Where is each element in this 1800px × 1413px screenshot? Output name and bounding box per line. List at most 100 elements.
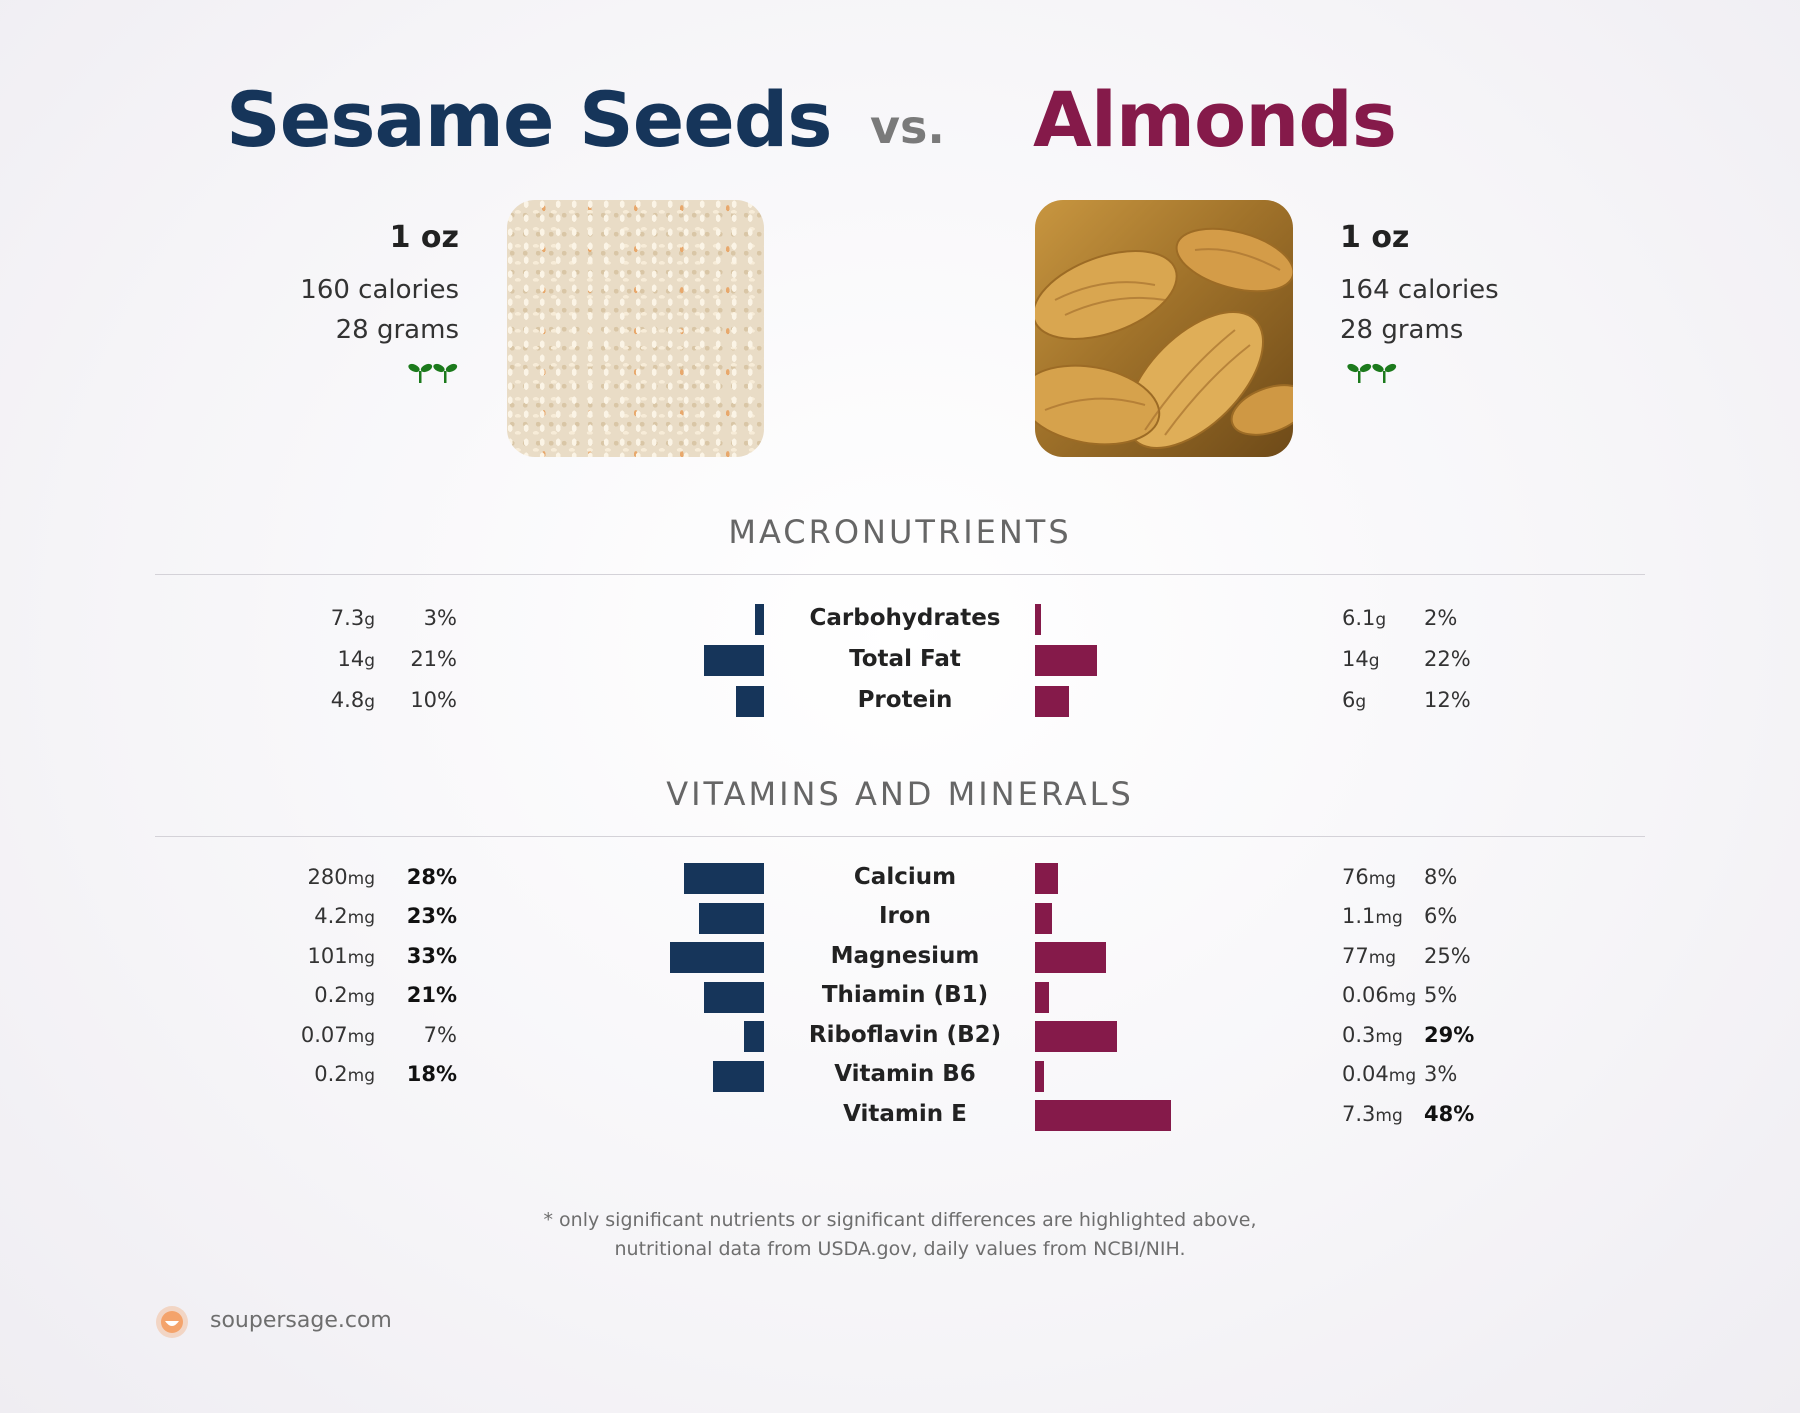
left-daily-value: 3% bbox=[423, 605, 457, 630]
right-amount: 6g bbox=[1342, 688, 1366, 712]
nutrient-label: Thiamin (B1) bbox=[821, 982, 989, 1008]
amount-value: 6 bbox=[1342, 687, 1356, 712]
nutrient-label: Vitamin E bbox=[843, 1100, 967, 1127]
macros-divider bbox=[155, 574, 1645, 575]
almonds-photo bbox=[1035, 200, 1293, 457]
amount-value: 77 bbox=[1342, 943, 1369, 968]
right-bar bbox=[1035, 686, 1070, 717]
right-serving: 1 oz bbox=[1340, 220, 1410, 255]
sprouts-icon bbox=[1347, 360, 1399, 388]
left-bar bbox=[670, 942, 764, 973]
right-amount: 14g bbox=[1342, 647, 1380, 671]
right-bar bbox=[1035, 1021, 1118, 1052]
left-daily-value: 21% bbox=[406, 983, 457, 1007]
right-bar bbox=[1035, 604, 1041, 635]
amount-unit: mg bbox=[347, 868, 375, 889]
left-amount: 4.8g bbox=[331, 688, 375, 712]
left-amount: 101mg bbox=[308, 944, 375, 968]
nutrient-label: Magnesium bbox=[830, 942, 980, 969]
amount-value: 101 bbox=[307, 943, 348, 968]
left-amount: 0.2mg bbox=[314, 1062, 375, 1086]
left-amount: 4.2mg bbox=[314, 904, 375, 928]
right-daily-value: 8% bbox=[1424, 864, 1458, 889]
right-amount: 76mg bbox=[1342, 865, 1396, 889]
nutrient-label: Protein bbox=[857, 686, 953, 713]
amount-value: 0.3 bbox=[1342, 1022, 1376, 1047]
amount-value: 7.3 bbox=[330, 605, 365, 630]
left-calories: 160 calories bbox=[300, 275, 459, 305]
amount-value: 6.1 bbox=[1342, 605, 1376, 630]
nutrient-label: Vitamin B6 bbox=[834, 1061, 976, 1087]
amount-unit: mg bbox=[1368, 947, 1397, 968]
amount-unit: g bbox=[364, 650, 375, 671]
amount-unit: mg bbox=[1388, 987, 1417, 1007]
vs-label: vs. bbox=[870, 100, 945, 154]
soupersage-logo-icon bbox=[154, 1304, 190, 1344]
left-daily-value: 23% bbox=[406, 904, 457, 928]
right-daily-value: 2% bbox=[1424, 605, 1458, 630]
right-daily-value: 25% bbox=[1424, 943, 1471, 968]
sesame-seeds-photo bbox=[507, 200, 764, 457]
right-amount: 77mg bbox=[1342, 944, 1396, 968]
right-bar bbox=[1035, 981, 1050, 1013]
amount-value: 0.06 bbox=[1342, 983, 1389, 1007]
amount-value: 76 bbox=[1342, 864, 1369, 889]
left-amount: 7.3g bbox=[331, 606, 375, 630]
nutrient-label: Carbohydrates bbox=[809, 604, 1001, 631]
left-amount: 0.07mg bbox=[301, 1023, 375, 1047]
right-daily-value: 29% bbox=[1424, 1022, 1475, 1047]
left-daily-value: 33% bbox=[406, 943, 457, 968]
left-daily-value: 28% bbox=[406, 864, 457, 889]
footnote-line-2: nutritional data from USDA.gov, daily va… bbox=[614, 1238, 1186, 1260]
amount-value: 14 bbox=[337, 646, 365, 671]
right-daily-value: 3% bbox=[1424, 1062, 1458, 1086]
left-serving: 1 oz bbox=[389, 220, 459, 255]
amount-value: 0.2 bbox=[314, 1062, 348, 1086]
amount-value: 0.2 bbox=[314, 983, 348, 1007]
amount-unit: mg bbox=[347, 908, 375, 928]
amount-unit: mg bbox=[1375, 908, 1403, 928]
left-bar bbox=[684, 863, 764, 894]
left-daily-value: 10% bbox=[410, 687, 457, 712]
amount-unit: mg bbox=[347, 1026, 375, 1047]
right-daily-value: 12% bbox=[1424, 687, 1471, 712]
amount-unit: mg bbox=[1375, 1026, 1403, 1047]
left-amount: 14g bbox=[337, 647, 375, 671]
left-bar bbox=[712, 1060, 764, 1092]
right-bar bbox=[1035, 942, 1106, 973]
right-amount: 0.04mg bbox=[1342, 1062, 1416, 1086]
left-amount: 0.2mg bbox=[314, 983, 375, 1007]
nutrient-label: Calcium bbox=[853, 863, 957, 890]
amount-unit: mg bbox=[1368, 868, 1397, 889]
vitamins-divider bbox=[155, 836, 1645, 837]
amount-value: 1.1 bbox=[1342, 904, 1376, 928]
left-daily-value: 21% bbox=[410, 646, 457, 671]
amount-value: 0.07 bbox=[300, 1022, 348, 1047]
right-bar bbox=[1035, 1060, 1044, 1092]
amount-value: 4.8 bbox=[330, 687, 365, 712]
footnote-line-1: * only significant nutrients or signific… bbox=[543, 1209, 1257, 1231]
left-food-title: Sesame Seeds bbox=[226, 75, 832, 164]
left-bar bbox=[704, 645, 764, 676]
left-bar bbox=[704, 981, 764, 1013]
nutrient-label: Total Fat bbox=[849, 645, 961, 672]
right-grams: 28 grams bbox=[1340, 315, 1464, 345]
amount-value: 0.04 bbox=[1342, 1062, 1389, 1086]
right-daily-value: 22% bbox=[1424, 646, 1471, 671]
nutrient-label: Riboflavin (B2) bbox=[808, 1021, 1002, 1048]
amount-unit: mg bbox=[1388, 1066, 1417, 1086]
amount-unit: g bbox=[1355, 691, 1367, 712]
amount-unit: mg bbox=[347, 1066, 375, 1086]
right-amount: 0.06mg bbox=[1342, 983, 1416, 1007]
amount-unit: g bbox=[364, 691, 375, 712]
sprouts-icon bbox=[408, 360, 460, 388]
right-bar bbox=[1035, 902, 1053, 934]
left-bar bbox=[755, 604, 764, 635]
amount-unit: g bbox=[364, 609, 375, 630]
right-bar bbox=[1035, 863, 1058, 894]
left-amount: 280mg bbox=[308, 865, 375, 889]
site-name: soupersage.com bbox=[210, 1308, 392, 1333]
left-daily-value: 7% bbox=[423, 1022, 457, 1047]
right-bar bbox=[1035, 645, 1098, 676]
left-daily-value: 18% bbox=[406, 1062, 457, 1086]
